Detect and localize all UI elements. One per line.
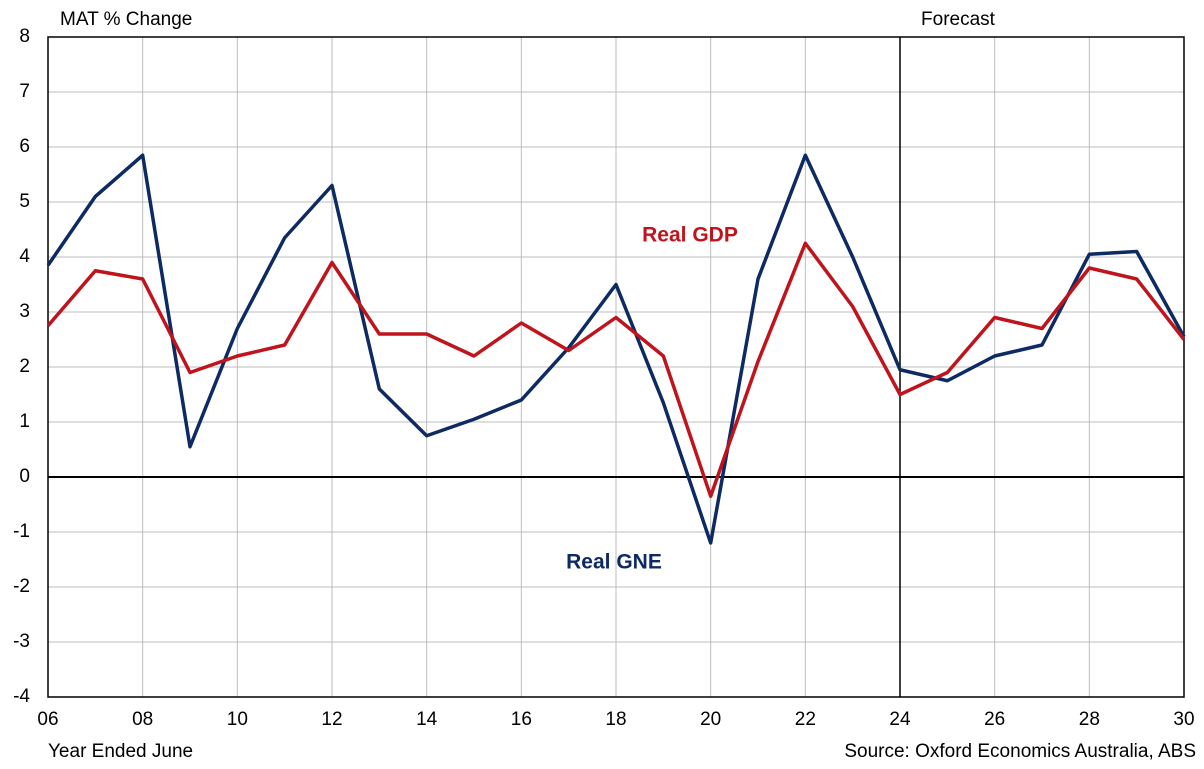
y-tick-label: -4 [13,686,30,707]
series-label: Real GNE [566,551,662,574]
y-tick-label: 0 [19,466,30,487]
y-tick-label: 8 [19,26,30,47]
data-line [46,241,1186,498]
x-tick-label: 26 [984,709,1005,730]
y-tick-label: -1 [13,521,30,542]
x-tick-label: 10 [227,709,248,730]
x-tick-label: 12 [321,709,342,730]
forecast-label: Forecast [921,9,996,30]
y-tick-label: 7 [19,81,30,102]
x-tick-label: 08 [132,709,153,730]
y-tick-label: 3 [19,301,30,322]
y-tick-label: 6 [19,136,30,157]
y-tick-label: -2 [13,576,30,597]
x-tick-label: 06 [37,709,58,730]
y-tick-label: 5 [19,191,30,212]
y-tick-label: 2 [19,356,30,377]
y-tick-label: 1 [19,411,30,432]
x-axis-label: Year Ended June [48,741,193,762]
data-line [46,153,1186,545]
plot-border [47,36,1185,698]
x-tick-label: 14 [416,709,438,730]
x-tick-label: 18 [605,709,626,730]
source-note: Source: Oxford Economics Australia, ABS [844,741,1196,762]
y-axis-label: MAT % Change [60,9,192,30]
series-label: Real GDP [642,224,738,247]
y-tick-label: -3 [13,631,30,652]
x-tick-label: 24 [889,709,911,730]
x-tick-label: 16 [511,709,532,730]
x-tick-label: 22 [795,709,816,730]
x-tick-label: 20 [700,709,721,730]
x-tick-label: 28 [1079,709,1100,730]
y-tick-label: 4 [19,246,30,267]
x-tick-label: 30 [1173,709,1194,730]
